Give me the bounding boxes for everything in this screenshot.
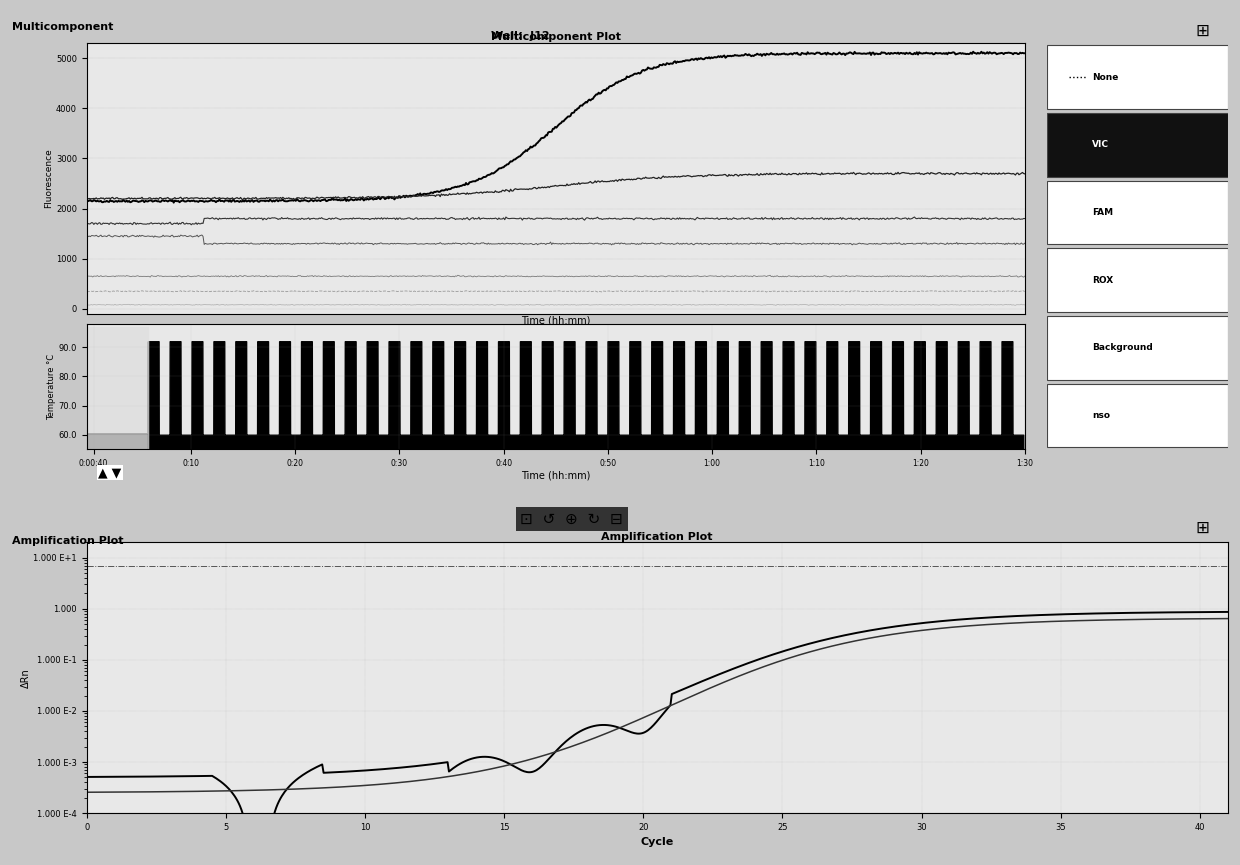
Title: Amplification Plot: Amplification Plot [601,532,713,541]
Text: FAM: FAM [1092,208,1114,217]
Text: Multicomponent: Multicomponent [12,22,114,32]
Text: ⊞: ⊞ [1195,22,1209,40]
X-axis label: Cycle: Cycle [641,837,673,848]
Bar [1048,113,1228,176]
Text: ROX: ROX [1092,276,1114,285]
Text: VIC: VIC [1092,140,1110,150]
Text: Amplification Plot: Amplification Plot [12,536,124,547]
Bar [1048,45,1228,109]
Bar [1048,384,1228,447]
Bar [1048,248,1228,312]
Text: Background: Background [1092,343,1153,352]
Y-axis label: Temperature °C: Temperature °C [47,354,56,420]
Text: None: None [1092,73,1118,81]
X-axis label: Time (hh:mm): Time (hh:mm) [521,471,590,481]
Text: nso: nso [1092,411,1110,420]
Text: ⊡  ↺  ⊕  ↻  ⊟: ⊡ ↺ ⊕ ↻ ⊟ [521,511,622,527]
Y-axis label: ΔRn: ΔRn [21,668,31,688]
Bar [1048,316,1228,380]
Text: ▲ ▼: ▲ ▼ [98,466,122,479]
Bar [1048,181,1228,244]
Text: ⊞: ⊞ [1195,519,1209,537]
Text: Well:  J12: Well: J12 [491,31,551,41]
Y-axis label: Fluorescence: Fluorescence [45,149,53,208]
Title: Multicomponent Plot: Multicomponent Plot [491,33,621,42]
X-axis label: Time (hh:mm): Time (hh:mm) [521,315,590,325]
